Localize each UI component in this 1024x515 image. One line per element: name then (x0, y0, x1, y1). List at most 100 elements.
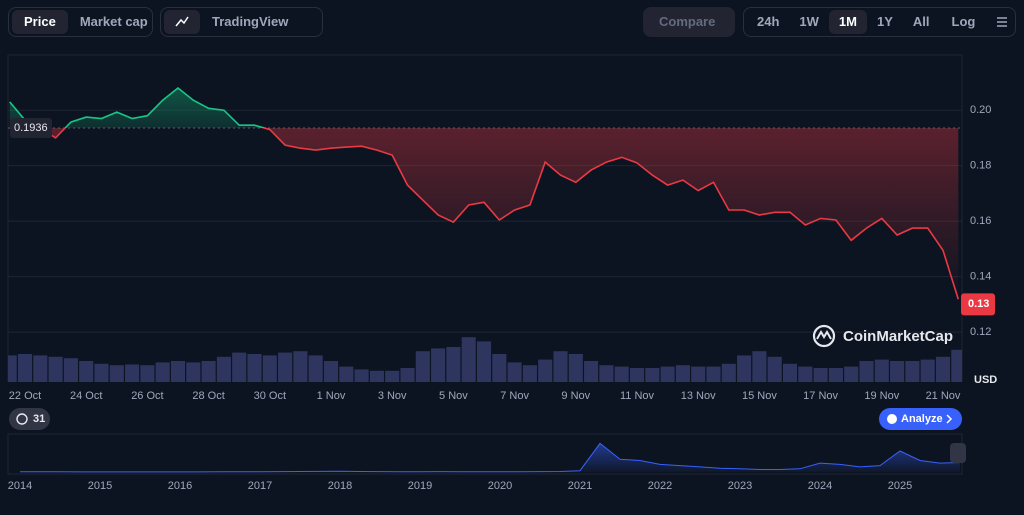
analyze-icon (887, 414, 897, 424)
x-tick-label: 2018 (328, 480, 352, 492)
y-tick-label: 0.20 (970, 104, 991, 116)
volume-bar (232, 352, 247, 382)
currency: USD (974, 374, 997, 386)
volume-bar (170, 361, 186, 382)
volume-bar (553, 351, 568, 382)
baseline-label-bg (10, 117, 52, 138)
volume-bar (507, 362, 522, 382)
volume-bar (813, 368, 828, 382)
comments-badge[interactable]: 31 (9, 408, 50, 430)
volume-bar (538, 359, 553, 382)
volume-bar (767, 356, 782, 382)
x-tick-label: 5 Nov (439, 390, 468, 402)
volume-bar (278, 352, 293, 382)
volume-bar (844, 366, 859, 382)
volume-bar (584, 361, 599, 382)
range-24h[interactable]: 24h (757, 14, 780, 29)
range-1y[interactable]: 1Y (876, 14, 893, 29)
x-tick-label: 11 Nov (620, 390, 655, 402)
range-all[interactable]: All (912, 14, 930, 29)
volume-bar (737, 355, 752, 382)
clock-icon (16, 413, 28, 425)
volume-bar (48, 356, 63, 382)
baseline-label: 0.1936 (14, 122, 48, 134)
volume-bar (17, 354, 33, 382)
comments-count: 31 (33, 413, 45, 425)
volume-bar (798, 366, 813, 382)
volume-bar (201, 361, 216, 382)
volume-bar (691, 366, 706, 382)
x-tick-label: 2017 (248, 480, 272, 492)
overview-handle[interactable] (950, 443, 966, 463)
analyze-chevron (946, 414, 953, 424)
chart-style-toggle: TradingView (160, 7, 323, 37)
volume-bar (782, 363, 798, 382)
range-1w[interactable]: 1W (799, 14, 819, 29)
log-toggle[interactable]: Log (951, 14, 976, 29)
volume-bar (308, 355, 323, 382)
volume-bar (905, 361, 920, 382)
volume-bar (125, 364, 140, 382)
volume-bar (94, 363, 109, 382)
volume-bar (706, 366, 721, 382)
volume-bar (629, 368, 645, 382)
x-tick-label: 15 Nov (742, 390, 777, 402)
x-tick-label: 1 Nov (317, 390, 346, 402)
volume-bar (431, 348, 446, 382)
x-tick-label: 2021 (568, 480, 592, 492)
analyze-button[interactable]: Analyze (879, 408, 962, 430)
volume-bar (492, 354, 507, 382)
x-tick-label: 2016 (168, 480, 192, 492)
back-layer (7, 54, 963, 382)
volume-bar (476, 341, 492, 382)
y-tick-label: 0.18 (970, 160, 991, 172)
x-tick-label: 24 Oct (70, 390, 102, 402)
settings-button[interactable] (987, 10, 1017, 34)
volume-bar (446, 347, 461, 382)
x-tick-label: 2020 (488, 480, 512, 492)
x-tick-label: 2023 (728, 480, 752, 492)
x-tick-label: 9 Nov (561, 390, 590, 402)
volume-bar (645, 368, 660, 382)
mode-toggle: Price Market cap (8, 7, 153, 37)
volume-bar (369, 370, 384, 382)
watermark-icon (816, 330, 832, 340)
volume-bar (63, 358, 78, 382)
y-tick-label: 0.16 (970, 215, 991, 227)
front-layer: 0.12 0.14 0.16 0.18 0.20 22 Oct 24 Oct 26 Oct 28… (8, 86, 995, 492)
y-tick-label: 0.14 (970, 271, 991, 283)
volume-bar (752, 351, 767, 382)
volume-bar (323, 361, 339, 382)
x-tick-label: 3 Nov (378, 390, 407, 402)
compare-dropdown[interactable]: Compare (643, 7, 735, 37)
market-cap-tab[interactable]: Market cap (79, 14, 148, 29)
volume-bar (354, 369, 369, 382)
settings-icon (997, 17, 1008, 27)
volume-bar (951, 349, 962, 382)
x-tick-label: 7 Nov (500, 390, 529, 402)
x-tick-label: 26 Oct (131, 390, 163, 402)
volume-bar (8, 355, 17, 382)
volume-bar (247, 354, 262, 382)
x-tick-label: 30 Oct (254, 390, 286, 402)
volume-bar (935, 356, 951, 382)
badge-bg (9, 408, 50, 430)
x-tick-label: 2022 (648, 480, 672, 492)
volume-bar (614, 366, 629, 382)
price-tab[interactable]: Price (12, 10, 68, 34)
range-toggle: 24h 1W 1M 1Y All Log (743, 7, 1016, 37)
line-chart-tab[interactable] (164, 10, 200, 34)
volume-bar (599, 365, 614, 382)
volume-bar (461, 337, 476, 382)
price-tag-label: 0.13 (968, 298, 989, 310)
x-tick-label: 17 Nov (803, 390, 838, 402)
tradingview-tab[interactable]: TradingView (212, 14, 289, 29)
price-line (9, 86, 960, 300)
volume-bar (109, 365, 124, 382)
x-tick-label: 21 Nov (926, 390, 961, 402)
range-1m[interactable]: 1M (828, 10, 867, 34)
volume-bar (400, 368, 415, 382)
price-area (9, 88, 959, 300)
